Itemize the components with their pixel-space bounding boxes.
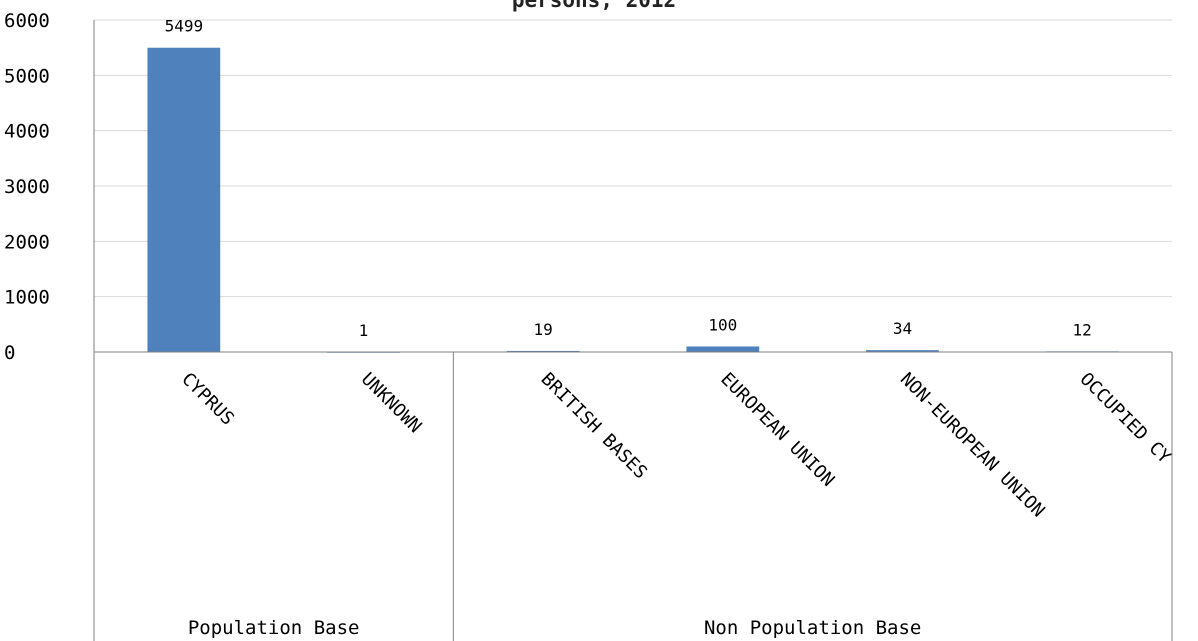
data-label: 5499	[165, 17, 204, 36]
y-tick-label: 2000	[4, 231, 50, 253]
x-tick-label: BRITISH BASES	[537, 369, 651, 483]
bar-cyprus	[147, 47, 221, 353]
y-tick-label: 5000	[4, 65, 50, 87]
y-axis: 0 1000 2000 3000 4000 5000 6000	[4, 10, 95, 641]
y-tick-label: 1000	[4, 287, 50, 309]
data-label: 100	[708, 315, 737, 334]
y-tick-label: 4000	[4, 121, 50, 143]
x-tick-label: EUROPEAN UNION	[716, 369, 838, 491]
group-label: Population Base	[188, 617, 360, 639]
data-label: 12	[1073, 320, 1092, 339]
data-label: 19	[534, 320, 553, 339]
bar-non-european-union	[866, 350, 939, 352]
bar-european-union	[686, 346, 760, 352]
data-label: 1	[359, 321, 369, 340]
x-tick-label: NON-EUROPEAN UNION	[896, 369, 1049, 522]
x-tick-label: UNKNOWN	[357, 369, 425, 437]
data-label: 34	[893, 319, 912, 338]
chart-title: persons, 2012	[512, 0, 676, 12]
x-tick-label: OCCUPIED CY	[1076, 369, 1175, 468]
gridlines	[94, 19, 1172, 298]
x-axis: CYPRUS UNKNOWN BRITISH BASES EUROPEAN UNION…	[94, 351, 1175, 522]
y-tick-label: 0	[4, 342, 15, 364]
y-tick-label: 6000	[4, 10, 50, 32]
x-tick-label: CYPRUS	[177, 369, 238, 430]
bars	[147, 47, 1119, 353]
group-label: Non Population Base	[704, 617, 921, 639]
category-groups: Population Base Non Population Base	[188, 352, 1173, 641]
bar-british-bases	[506, 350, 580, 352]
data-labels: 5499 1 19 100 34 12	[165, 17, 1092, 340]
y-tick-label: 3000	[4, 176, 50, 198]
